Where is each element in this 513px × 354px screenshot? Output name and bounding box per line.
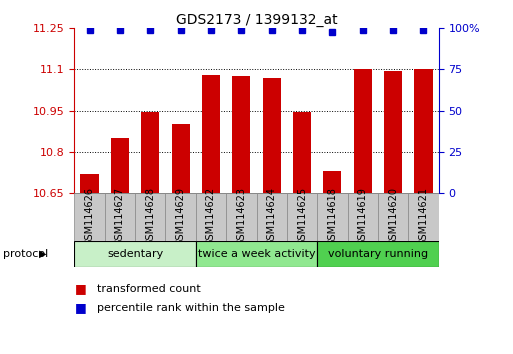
Bar [263,78,281,193]
Bar [347,193,378,241]
Text: GSM114629: GSM114629 [175,187,186,246]
Text: GSM114618: GSM114618 [327,187,338,246]
Bar [415,69,432,193]
Text: GSM114626: GSM114626 [85,187,94,246]
Text: GSM114620: GSM114620 [388,187,398,246]
Bar [323,171,342,193]
Bar [202,75,220,193]
Bar [317,241,439,267]
Bar [135,193,165,241]
Bar [141,112,160,193]
Text: GSM114627: GSM114627 [115,187,125,246]
Bar [232,76,250,193]
Text: transformed count: transformed count [97,284,201,293]
Text: twice a week activity: twice a week activity [198,249,315,259]
Bar [165,193,196,241]
Bar [111,138,129,193]
Text: GSM114628: GSM114628 [145,187,155,246]
Text: GSM114625: GSM114625 [297,187,307,246]
Title: GDS2173 / 1399132_at: GDS2173 / 1399132_at [175,13,338,27]
Bar [81,174,98,193]
Text: GSM114619: GSM114619 [358,187,368,246]
Text: protocol: protocol [3,249,48,259]
Bar [353,69,372,193]
Text: GSM114623: GSM114623 [236,187,246,246]
Text: GSM114621: GSM114621 [419,187,428,246]
Text: ■: ■ [74,282,86,295]
Bar [74,241,196,267]
Bar [317,193,348,241]
Text: GSM114622: GSM114622 [206,187,216,246]
Bar [171,124,190,193]
Text: ▶: ▶ [39,249,46,259]
Bar [226,193,256,241]
Text: percentile rank within the sample: percentile rank within the sample [97,303,285,313]
Bar [293,112,311,193]
Text: GSM114624: GSM114624 [267,187,277,246]
Text: ■: ■ [74,302,86,314]
Bar [256,193,287,241]
Bar [74,193,105,241]
Bar [196,241,317,267]
Bar [287,193,317,241]
Bar [384,71,402,193]
Bar [408,193,439,241]
Bar [378,193,408,241]
Text: sedentary: sedentary [107,249,163,259]
Bar [105,193,135,241]
Bar [196,193,226,241]
Text: voluntary running: voluntary running [328,249,428,259]
